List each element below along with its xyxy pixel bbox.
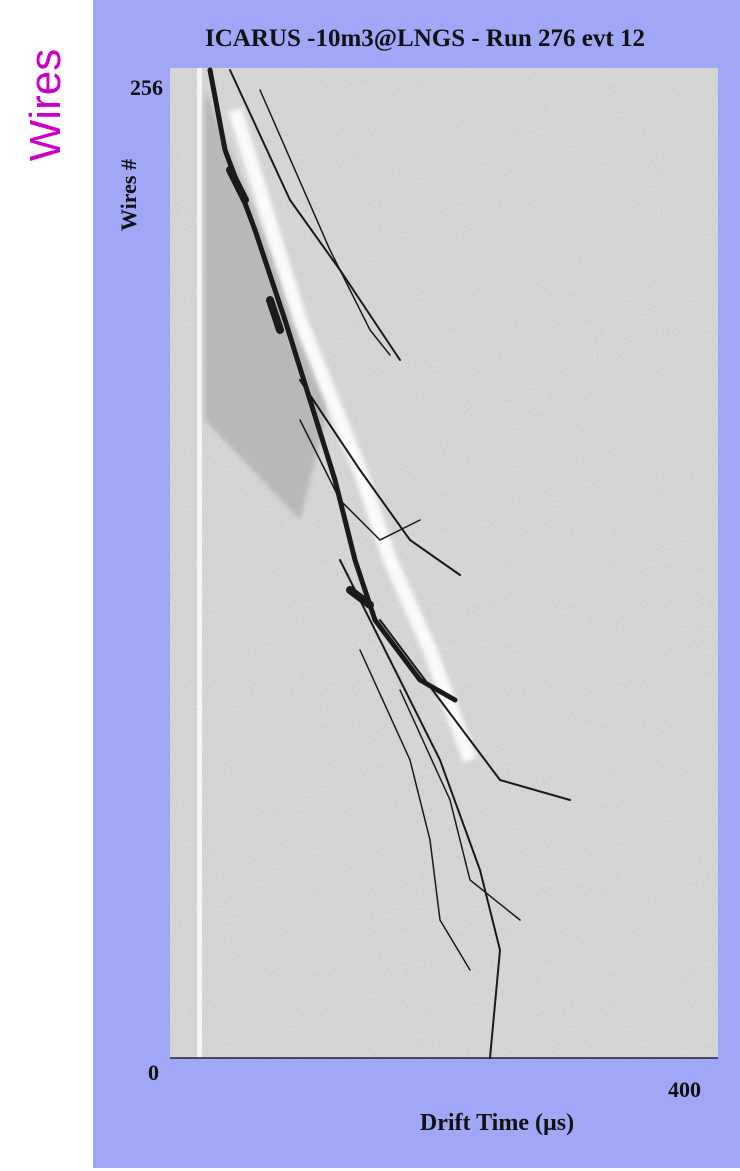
x-axis-label: Drift Time (µs)	[420, 1110, 574, 1136]
side-label: Wires	[21, 49, 70, 161]
y-tick-label: 0	[148, 1060, 159, 1085]
figure: Wires ICARUS -10m3@LNGS - Run 276 evt 12…	[0, 0, 740, 1171]
page: Wires ICARUS -10m3@LNGS - Run 276 evt 12…	[0, 0, 740, 1171]
title: ICARUS -10m3@LNGS - Run 276 evt 12	[205, 25, 645, 52]
x-tick-label: 400	[668, 1077, 701, 1102]
y-tick-label: 256	[130, 75, 163, 100]
y-axis-label: Wires #	[116, 159, 141, 231]
bright-column	[197, 68, 202, 1058]
event-image	[170, 68, 718, 1058]
